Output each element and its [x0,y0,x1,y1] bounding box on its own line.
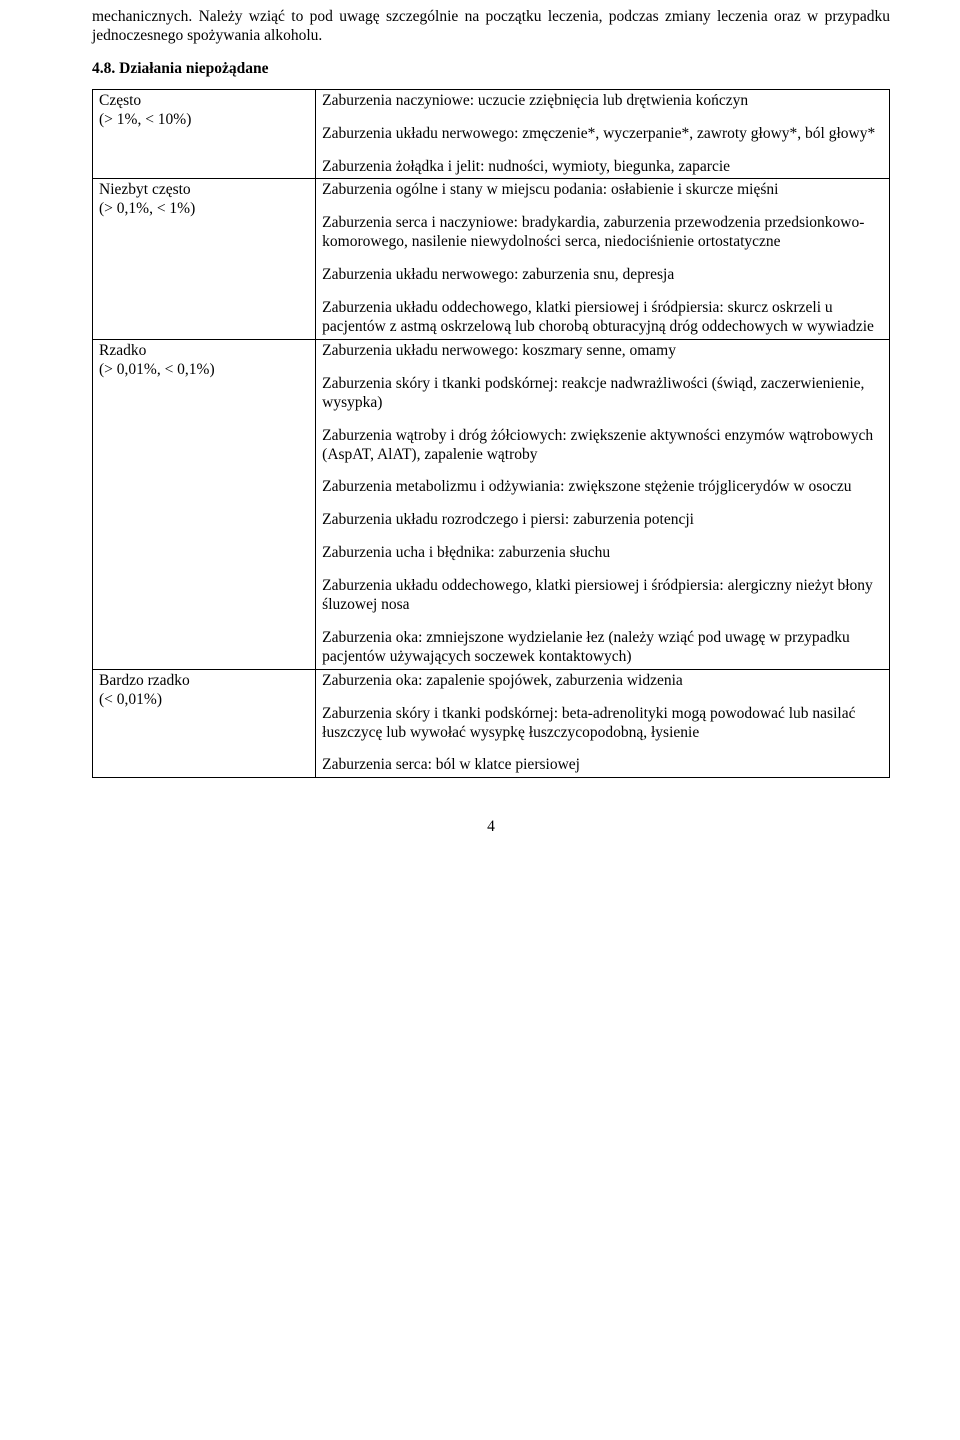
effect-text: Zaburzenia skóry i tkanki podskórnej: re… [322,375,883,413]
effect-text: Zaburzenia wątroby i dróg żółciowych: zw… [322,427,883,465]
page-number: 4 [92,818,890,837]
frequency-range: (> 1%, < 10%) [99,111,309,130]
effect-text: Zaburzenia ucha i błędnika: zaburzenia s… [322,544,883,563]
effect-text: Zaburzenia układu nerwowego: zaburzenia … [322,266,883,285]
effects-cell-rare: Zaburzenia układu nerwowego: koszmary se… [316,339,890,669]
effect-text: Zaburzenia oka: zmniejszone wydzielanie … [322,629,883,667]
frequency-label: Bardzo rzadko [99,672,309,691]
frequency-label: Niezbyt często [99,181,309,200]
effects-cell-uncommon: Zaburzenia ogólne i stany w miejscu poda… [316,179,890,339]
effects-cell-very-rare: Zaburzenia oka: zapalenie spojówek, zabu… [316,669,890,778]
effect-text: Zaburzenia ogólne i stany w miejscu poda… [322,181,883,200]
table-row: Rzadko (> 0,01%, < 0,1%) Zaburzenia ukła… [93,339,890,669]
effect-text: Zaburzenia skóry i tkanki podskórnej: be… [322,705,883,743]
frequency-range: (> 0,01%, < 0,1%) [99,361,309,380]
effect-text: Zaburzenia żołądka i jelit: nudności, wy… [322,158,883,177]
effect-text: Zaburzenia układu oddechowego, klatki pi… [322,577,883,615]
frequency-cell-often: Często (> 1%, < 10%) [93,89,316,179]
effect-text: Zaburzenia metabolizmu i odżywiania: zwi… [322,478,883,497]
frequency-range: (< 0,01%) [99,691,309,710]
frequency-range: (> 0,1%, < 1%) [99,200,309,219]
adverse-effects-table: Często (> 1%, < 10%) Zaburzenia naczynio… [92,89,890,779]
effect-text: Zaburzenia naczyniowe: uczucie zziębnięc… [322,92,883,111]
effect-text: Zaburzenia układu nerwowego: koszmary se… [322,342,883,361]
table-row: Bardzo rzadko (< 0,01%) Zaburzenia oka: … [93,669,890,778]
effect-text: Zaburzenia serca: ból w klatce piersiowe… [322,756,883,775]
intro-paragraph: mechanicznych. Należy wziąć to pod uwagę… [92,8,890,46]
effect-text: Zaburzenia układu nerwowego: zmęczenie*,… [322,125,883,144]
effect-text: Zaburzenia serca i naczyniowe: bradykard… [322,214,883,252]
effects-cell-often: Zaburzenia naczyniowe: uczucie zziębnięc… [316,89,890,179]
effect-text: Zaburzenia układu oddechowego, klatki pi… [322,299,883,337]
frequency-cell-uncommon: Niezbyt często (> 0,1%, < 1%) [93,179,316,339]
table-row: Niezbyt często (> 0,1%, < 1%) Zaburzenia… [93,179,890,339]
table-row: Często (> 1%, < 10%) Zaburzenia naczynio… [93,89,890,179]
frequency-cell-very-rare: Bardzo rzadko (< 0,01%) [93,669,316,778]
section-heading: 4.8. Działania niepożądane [92,60,890,79]
effect-text: Zaburzenia oka: zapalenie spojówek, zabu… [322,672,883,691]
frequency-label: Często [99,92,309,111]
frequency-cell-rare: Rzadko (> 0,01%, < 0,1%) [93,339,316,669]
effect-text: Zaburzenia układu rozrodczego i piersi: … [322,511,883,530]
frequency-label: Rzadko [99,342,309,361]
